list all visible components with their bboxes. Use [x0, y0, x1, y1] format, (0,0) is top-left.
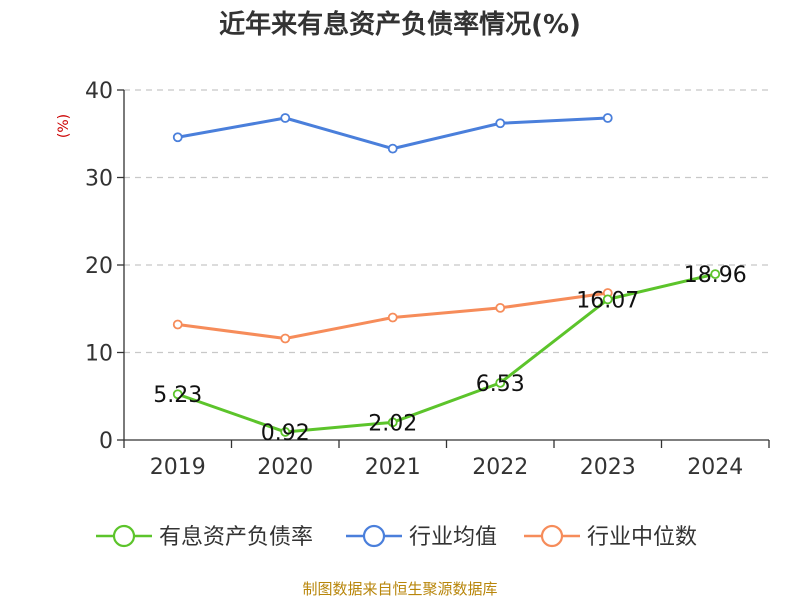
chart-title: 近年来有息资产负债率情况(%) — [219, 9, 581, 40]
legend-item-interest-bearing-debt-ratio: 有息资产负债率 — [96, 524, 313, 550]
point-interest-bearing-debt-ratio-2022 — [495, 377, 506, 388]
x-tick-label-2019: 2019 — [150, 455, 206, 480]
data-label-2019: 5.23 — [153, 383, 202, 408]
point-interest-bearing-debt-ratio-2019 — [172, 389, 183, 400]
legend-marker-industry-median — [540, 524, 564, 548]
y-axis-unit: (%) — [56, 114, 72, 138]
data-labels: 5.23 0.92 2.02 6.53 16.07 18.96 — [153, 263, 746, 446]
x-tick-label-2021: 2021 — [365, 455, 421, 480]
y-tick-label-20: 20 — [85, 254, 113, 279]
x-tick-label-2023: 2023 — [580, 455, 636, 480]
y-tick-label-30: 30 — [85, 167, 113, 192]
point-interest-bearing-debt-ratio-2023 — [602, 294, 613, 305]
y-tick-label-10: 10 — [85, 342, 113, 367]
legend-marker-interest-bearing-debt-ratio — [112, 524, 136, 548]
point-industry-mean-2023 — [602, 113, 613, 123]
grid — [124, 89, 769, 354]
point-industry-mean-2022 — [495, 118, 506, 129]
series-line-interest-bearing-debt-ratio — [177, 272, 716, 434]
legend-label-interest-bearing-debt-ratio: 有息资产负债率 — [159, 525, 313, 550]
legend: 有息资产负债率 行业均值 行业中位数 — [96, 524, 697, 550]
legend-item-industry-median: 行业中位数 — [524, 524, 697, 550]
x-tick-label-2024: 2024 — [687, 455, 743, 480]
source-note: 制图数据来自恒生聚源数据库 — [302, 580, 497, 598]
x-tick-label-2020: 2020 — [257, 455, 313, 480]
axes: 0 10 20 30 40 2019 2020 2021 2022 2023 2024 — [85, 79, 770, 480]
data-label-2023: 16.07 — [576, 288, 639, 313]
point-interest-bearing-debt-ratio-2021 — [387, 417, 398, 428]
data-label-2024: 18.96 — [684, 263, 747, 288]
point-industry-mean-2020 — [280, 113, 291, 123]
legend-item-industry-mean: 行业均值 — [346, 524, 497, 550]
point-interest-bearing-debt-ratio-2024 — [710, 269, 721, 280]
point-industry-mean-2021 — [387, 143, 398, 154]
data-label-2021: 2.02 — [368, 411, 417, 436]
legend-label-industry-median: 行业中位数 — [587, 525, 697, 550]
data-label-2020: 0.92 — [261, 421, 310, 446]
point-industry-median-2021 — [387, 312, 398, 323]
legend-label-industry-mean: 行业均值 — [409, 525, 497, 550]
point-industry-median-2022 — [495, 302, 506, 313]
point-industry-mean-2019 — [172, 132, 183, 143]
point-industry-median-2019 — [172, 319, 183, 330]
point-interest-bearing-debt-ratio-2020 — [280, 427, 291, 437]
y-tick-label-0: 0 — [99, 429, 113, 454]
data-label-2022: 6.53 — [476, 372, 525, 397]
series — [172, 113, 721, 437]
x-tick-label-2022: 2022 — [472, 455, 528, 480]
legend-marker-industry-mean — [362, 524, 386, 548]
y-tick-label-40: 40 — [85, 79, 113, 104]
point-industry-median-2020 — [280, 333, 291, 344]
